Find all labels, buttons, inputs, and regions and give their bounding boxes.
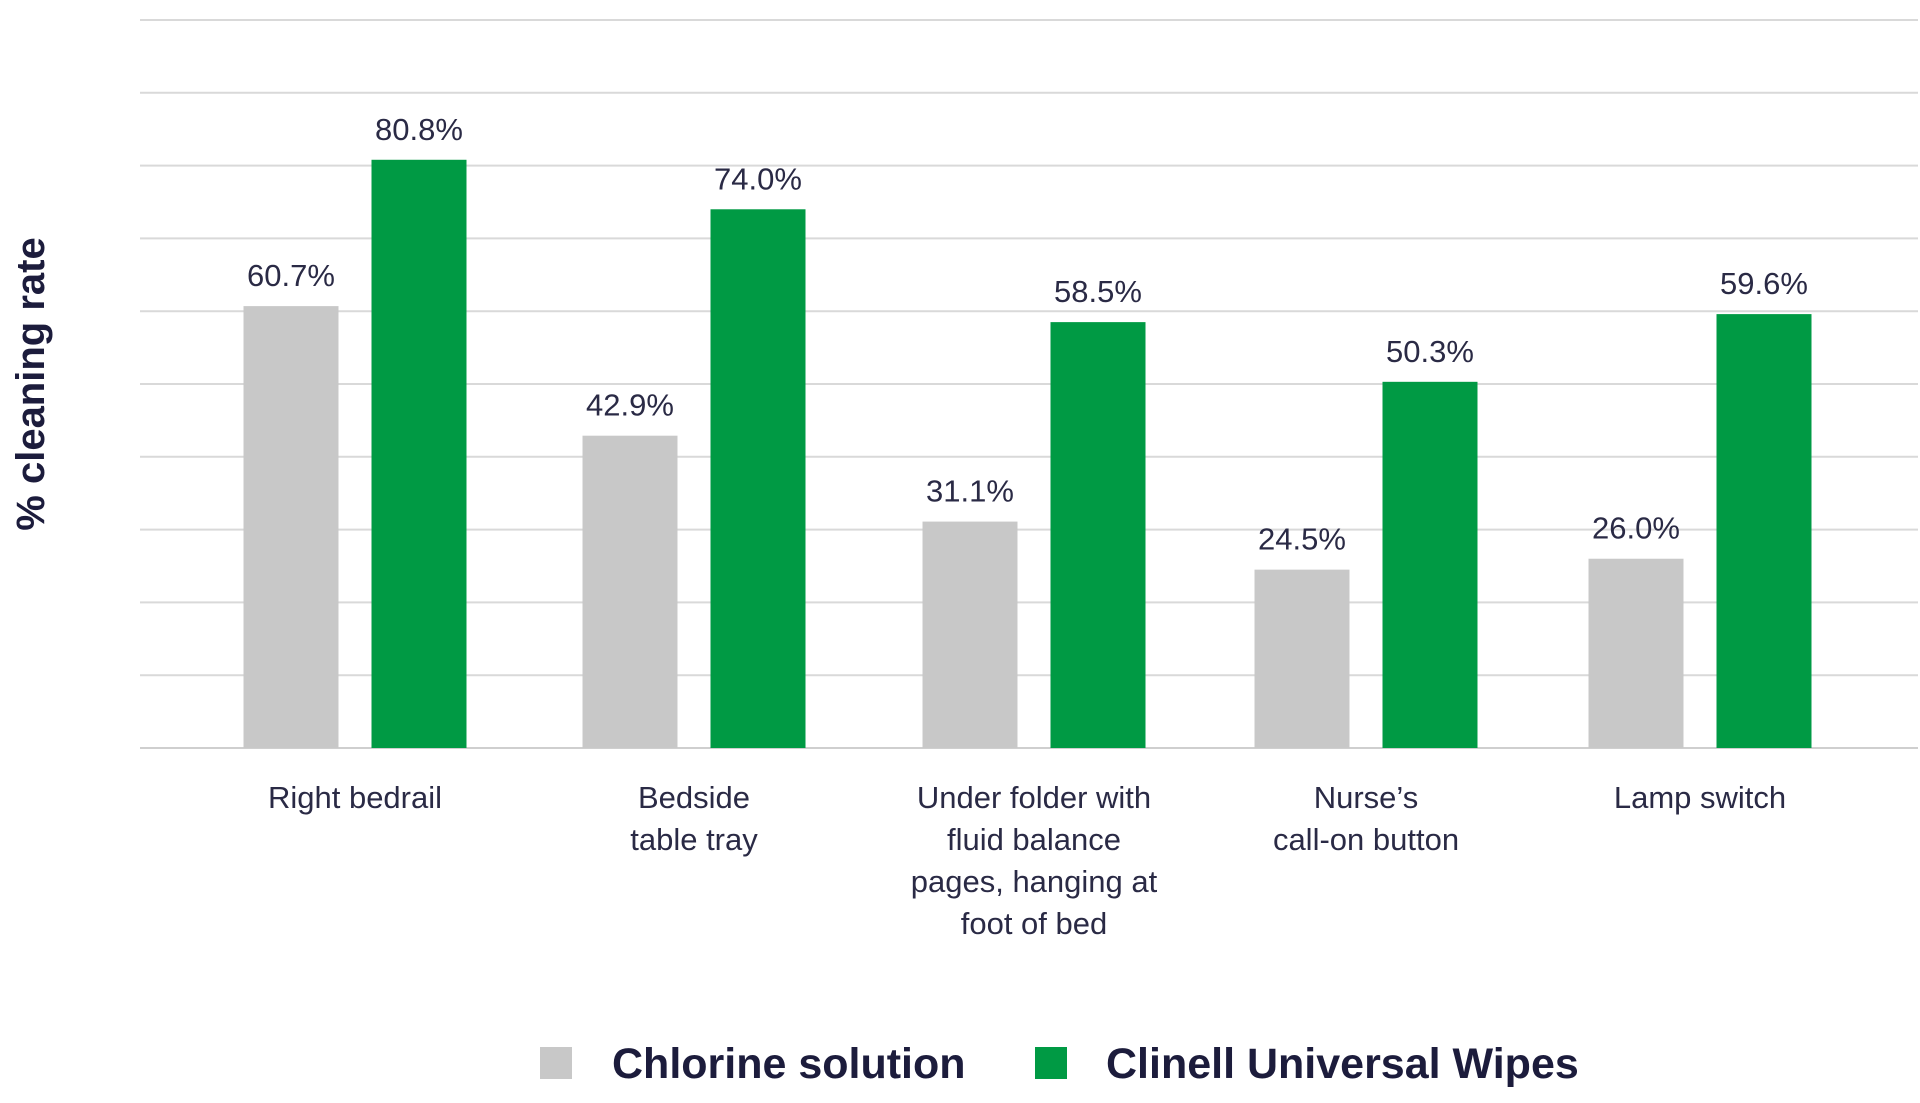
category-label-4: Nurse’s call-on button	[1273, 780, 1459, 857]
value-label-chlorine-solution-3: 31.1%	[926, 474, 1014, 509]
bar-clinell-universal-wipes-3	[1050, 322, 1146, 748]
value-label-chlorine-solution-4: 24.5%	[1258, 522, 1346, 557]
value-label-clinell-universal-wipes-2: 74.0%	[714, 161, 802, 196]
legend-label-chlorine-solution: Chlorine solution	[612, 1040, 966, 1088]
legend-swatch-chlorine-solution	[540, 1047, 572, 1079]
legend-swatch-clinell-universal-wipes	[1035, 1047, 1067, 1079]
value-label-clinell-universal-wipes-1: 80.8%	[375, 112, 463, 147]
value-label-clinell-universal-wipes-3: 58.5%	[1054, 274, 1142, 309]
bar-clinell-universal-wipes-4	[1382, 381, 1478, 748]
category-labels: Right bedrail Bedside table tray Under fold…	[268, 780, 1786, 941]
bar-chlorine-solution-2	[582, 435, 678, 748]
bar-chlorine-solution-4	[1254, 569, 1350, 748]
bar-chlorine-solution-1	[243, 306, 339, 748]
category-label-3: Under folder with fluid balance pages, han…	[911, 780, 1158, 941]
value-labels: 60.7% 42.9% 31.1% 24.5% 26.0% 80.8% 74.0% 58.5%…	[247, 112, 1808, 557]
y-axis-title: % cleaning rate	[9, 237, 53, 530]
value-label-chlorine-solution-1: 60.7%	[247, 258, 335, 293]
bar-chlorine-solution-3	[922, 521, 1018, 748]
value-label-chlorine-solution-5: 26.0%	[1592, 511, 1680, 546]
bar-chlorine-solution-5	[1588, 558, 1684, 748]
bar-clinell-universal-wipes-5	[1716, 314, 1812, 748]
category-label-5: Lamp switch	[1614, 780, 1786, 815]
legend: Chlorine solution Clinell Universal Wipe…	[540, 1040, 1579, 1088]
bars	[243, 159, 1812, 748]
legend-label-clinell-universal-wipes: Clinell Universal Wipes	[1106, 1040, 1579, 1088]
value-label-chlorine-solution-2: 42.9%	[586, 388, 674, 423]
category-label-1: Right bedrail	[268, 780, 442, 815]
bar-clinell-universal-wipes-2	[710, 209, 806, 748]
value-label-clinell-universal-wipes-5: 59.6%	[1720, 266, 1808, 301]
bar-clinell-universal-wipes-1	[371, 159, 467, 748]
value-label-clinell-universal-wipes-4: 50.3%	[1386, 334, 1474, 369]
category-label-2: Bedside table tray	[630, 780, 758, 857]
